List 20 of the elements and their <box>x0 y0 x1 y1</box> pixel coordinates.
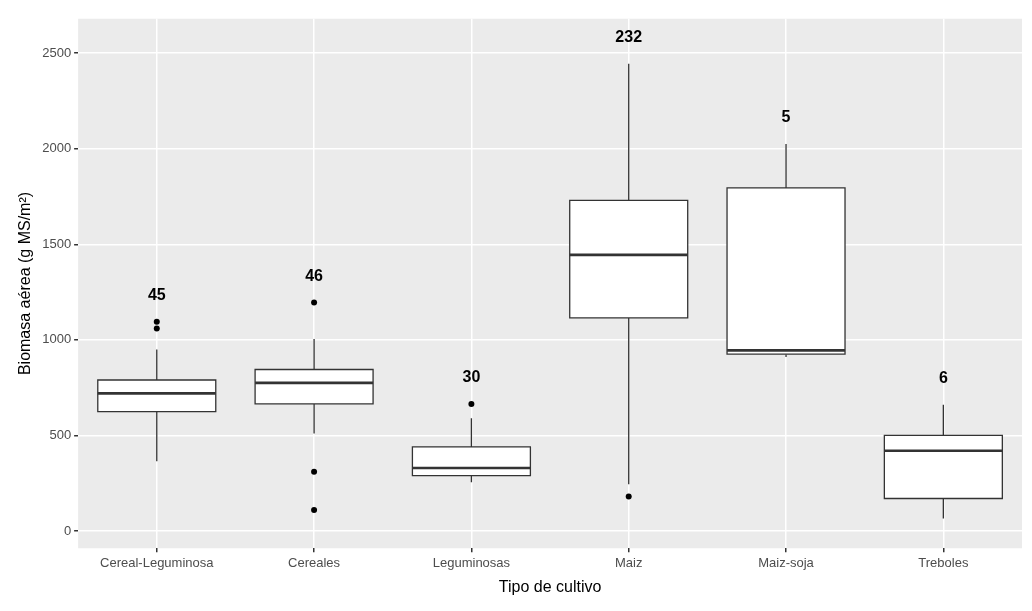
annotation: 6 <box>938 369 948 387</box>
annotation: 45 <box>147 286 166 304</box>
y-tick-label: 1500 <box>42 235 72 251</box>
annotation: 46 <box>305 267 324 285</box>
y-tick-label: 1000 <box>42 331 72 347</box>
x-tick-label: Treboles <box>918 554 969 570</box>
x-tick-label: Leguminosas <box>432 554 511 570</box>
annotation: 5 <box>781 108 791 126</box>
x-tick-label: Maiz-soja <box>758 554 815 570</box>
y-tick-label: 2500 <box>42 44 72 60</box>
y-tick-label: 0 <box>63 522 72 538</box>
annotation: 232 <box>615 28 643 46</box>
y-tick-label: 2000 <box>42 140 72 156</box>
x-axis-title: Tipo de cultivo <box>498 577 602 595</box>
x-tick-label: Maiz <box>614 554 643 570</box>
y-tick-label: 500 <box>49 427 72 443</box>
y-axis-title: Biomasa aérea (g MS/m²) <box>16 191 34 376</box>
x-tick-label: Cereal-Leguminosa <box>100 554 215 570</box>
annotation: 30 <box>462 368 481 386</box>
x-tick-label: Cereales <box>288 554 341 570</box>
